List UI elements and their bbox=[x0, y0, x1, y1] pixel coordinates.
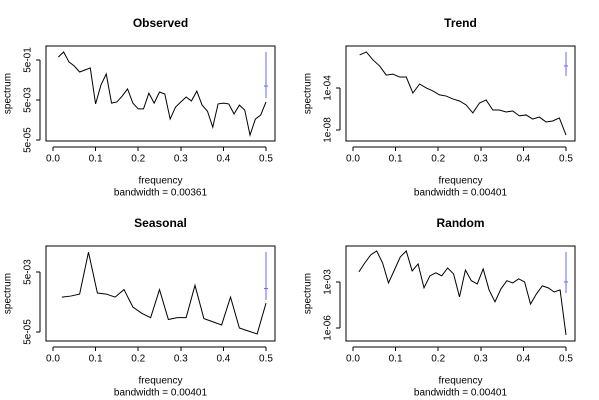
bandwidth-label: bandwidth = 0.00401 bbox=[114, 388, 208, 399]
y-tick-label: 1e-08 bbox=[323, 117, 334, 143]
y-tick-label: 1e-03 bbox=[323, 269, 334, 295]
x-tick-label: 0.5 bbox=[259, 354, 273, 365]
y-tick-label: 1e-06 bbox=[323, 315, 334, 341]
plot-frame bbox=[45, 245, 276, 342]
bandwidth-label: bandwidth = 0.00361 bbox=[114, 188, 208, 199]
plot-frame bbox=[45, 45, 276, 142]
x-axis-label: frequency bbox=[439, 176, 483, 187]
spectrum-line bbox=[57, 51, 267, 137]
x-tick-label: 0.3 bbox=[174, 154, 188, 165]
panel-title: Trend bbox=[444, 16, 477, 30]
x-tick-label: 0.1 bbox=[89, 154, 103, 165]
y-axis-label: spectrum bbox=[3, 73, 14, 114]
x-tick-label: 0.2 bbox=[131, 354, 145, 365]
bandwidth-label: bandwidth = 0.00401 bbox=[414, 188, 508, 199]
x-tick-label: 0.4 bbox=[216, 154, 230, 165]
x-tick-label: 0.0 bbox=[46, 354, 60, 365]
x-tick-label: 0.3 bbox=[174, 354, 188, 365]
x-tick-label: 0.4 bbox=[216, 354, 230, 365]
x-axis-label: frequency bbox=[139, 376, 183, 387]
x-tick-label: 0.1 bbox=[389, 154, 403, 165]
y-axis-label: spectrum bbox=[3, 273, 14, 314]
x-tick-label: 0.1 bbox=[389, 354, 403, 365]
x-tick-label: 0.1 bbox=[89, 354, 103, 365]
x-tick-label: 0.2 bbox=[431, 354, 445, 365]
spectrum-line bbox=[359, 51, 567, 136]
x-tick-label: 0.4 bbox=[516, 154, 530, 165]
y-tick-label: 5e-01 bbox=[23, 47, 34, 73]
bandwidth-label: bandwidth = 0.00401 bbox=[414, 388, 508, 399]
spectrum-line bbox=[358, 250, 567, 335]
x-axis-label: frequency bbox=[439, 376, 483, 387]
x-tick-label: 0.2 bbox=[131, 154, 145, 165]
x-tick-label: 0.3 bbox=[474, 154, 488, 165]
y-axis-label: spectrum bbox=[303, 273, 314, 314]
x-tick-label: 0.5 bbox=[259, 154, 273, 165]
y-tick-label: 5e-05 bbox=[23, 319, 34, 345]
spectrum-line bbox=[61, 252, 267, 335]
x-tick-label: 0.0 bbox=[346, 354, 360, 365]
plot-frame bbox=[345, 245, 576, 342]
plot-frame bbox=[345, 45, 576, 142]
panel-title: Seasonal bbox=[134, 216, 187, 230]
x-tick-label: 0.5 bbox=[559, 354, 573, 365]
x-tick-label: 0.2 bbox=[431, 154, 445, 165]
x-tick-label: 0.0 bbox=[346, 154, 360, 165]
x-tick-label: 0.0 bbox=[46, 154, 60, 165]
y-tick-label: 1e-04 bbox=[323, 75, 334, 101]
y-axis-label: spectrum bbox=[303, 73, 314, 114]
y-tick-label: 5e-03 bbox=[23, 87, 34, 113]
y-tick-label: 5e-05 bbox=[23, 127, 34, 153]
x-tick-label: 0.4 bbox=[516, 354, 530, 365]
y-tick-label: 5e-03 bbox=[23, 259, 34, 285]
panel-title: Observed bbox=[133, 16, 188, 30]
x-tick-label: 0.3 bbox=[474, 354, 488, 365]
x-axis-label: frequency bbox=[139, 176, 183, 187]
panel-title: Random bbox=[437, 216, 485, 230]
x-tick-label: 0.5 bbox=[559, 154, 573, 165]
